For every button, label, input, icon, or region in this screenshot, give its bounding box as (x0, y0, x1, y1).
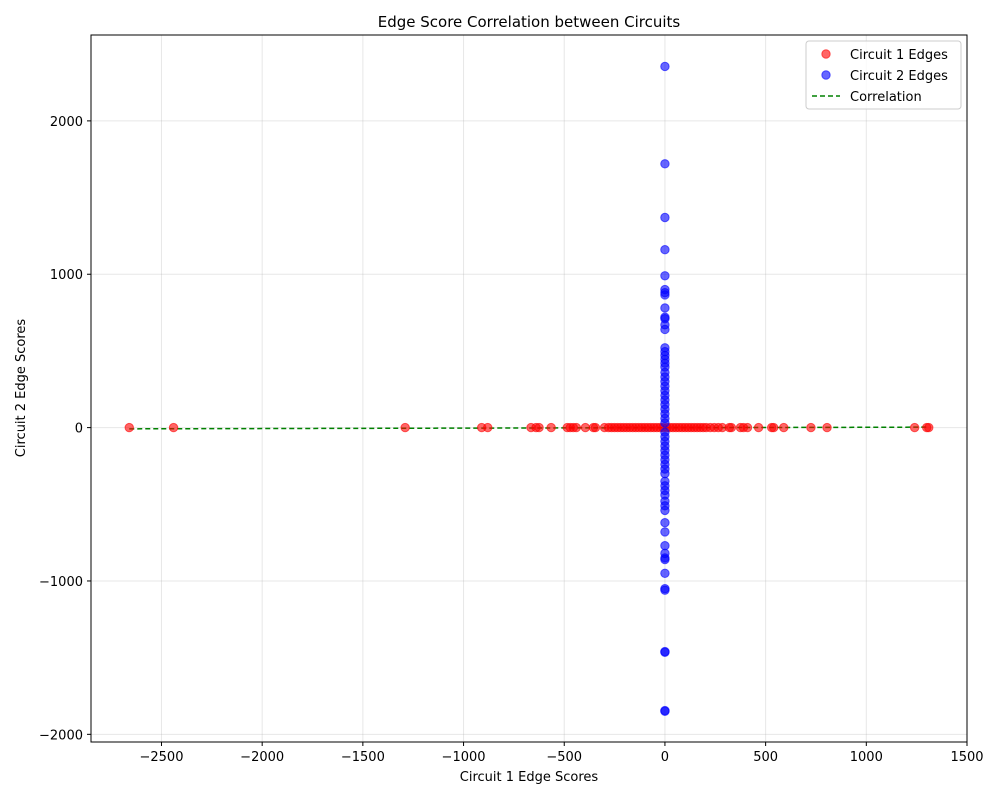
data-point-circuit-1 (779, 422, 789, 433)
y-tick-label: −2000 (39, 728, 83, 743)
correlation-line-layer (129, 426, 929, 430)
data-point-circuit-1 (168, 422, 179, 433)
correlation-line (129, 426, 929, 430)
legend-label-circuit-1: Circuit 1 Edges (850, 48, 948, 63)
plot-frame (90, 34, 968, 743)
data-point-circuit-2 (660, 647, 670, 657)
data-point-circuit-1 (546, 422, 556, 433)
x-tick-label: 1500 (950, 750, 983, 765)
legend-marker-circuit-2 (821, 70, 831, 80)
x-tick-label: −2000 (240, 750, 284, 765)
data-point-circuit-1 (822, 422, 832, 433)
data-point-circuit-2 (660, 554, 670, 565)
x-tick-label: 0 (661, 750, 669, 765)
data-point-circuit-1 (483, 422, 493, 433)
legend: Circuit 1 Edges Circuit 2 Edges Correlat… (805, 40, 962, 110)
legend-label-circuit-2: Circuit 2 Edges (850, 69, 948, 84)
y-axis-label: Circuit 2 Edge Scores (14, 319, 29, 458)
data-point-circuit-2 (660, 585, 670, 595)
x-tick-label: −2500 (139, 750, 183, 765)
x-tick-label: −500 (546, 750, 582, 765)
data-point-circuit-2 (660, 303, 670, 313)
data-point-circuit-1 (909, 422, 920, 433)
x-tick-label: −1500 (341, 750, 385, 765)
data-point-circuit-2 (660, 468, 670, 479)
y-tick-label: 0 (75, 422, 83, 437)
y-tick-label: 2000 (50, 115, 83, 130)
data-point-circuit-1 (400, 422, 410, 433)
points-layer (124, 61, 934, 717)
x-tick-label: 1000 (850, 750, 883, 765)
data-point-circuit-2 (660, 212, 670, 223)
legend-label-correlation: Correlation (850, 90, 922, 105)
data-point-circuit-2 (660, 568, 670, 579)
data-point-circuit-1 (753, 422, 764, 433)
data-point-circuit-2 (660, 706, 670, 717)
data-point-circuit-1 (580, 422, 591, 433)
y-tick-label: 1000 (50, 268, 83, 283)
data-point-circuit-1 (806, 422, 816, 433)
x-axis-label: Circuit 1 Edge Scores (460, 770, 599, 785)
data-point-circuit-1 (590, 422, 601, 433)
chart-title: Edge Score Correlation between Circuits (378, 13, 681, 31)
data-point-circuit-2 (660, 324, 670, 335)
data-point-circuit-2 (660, 159, 670, 169)
data-point-circuit-2 (660, 61, 670, 72)
data-point-circuit-2 (660, 418, 670, 428)
data-point-circuit-2 (660, 271, 670, 281)
data-point-circuit-2 (660, 540, 670, 551)
x-tick-label: −1000 (442, 750, 486, 765)
data-point-circuit-1 (534, 422, 544, 433)
data-point-circuit-2 (660, 505, 670, 516)
data-point-circuit-1 (726, 422, 737, 433)
data-point-circuit-1 (124, 422, 134, 433)
data-point-circuit-2 (660, 290, 670, 300)
data-point-circuit-1 (742, 422, 753, 433)
data-point-circuit-2 (660, 527, 670, 537)
data-point-circuit-2 (660, 517, 670, 528)
data-point-circuit-1 (924, 422, 934, 433)
data-point-circuit-1 (768, 422, 779, 433)
data-point-circuit-1 (571, 422, 582, 433)
legend-marker-circuit-1 (821, 49, 831, 59)
data-point-circuit-2 (660, 245, 670, 255)
y-tick-label: −1000 (39, 575, 83, 590)
x-tick-label: 500 (753, 750, 778, 765)
legend-box (805, 40, 962, 110)
ticks-layer: −2500 −2000 −1500 −1000 −500 0 500 1000 1500 −200… (39, 115, 984, 765)
